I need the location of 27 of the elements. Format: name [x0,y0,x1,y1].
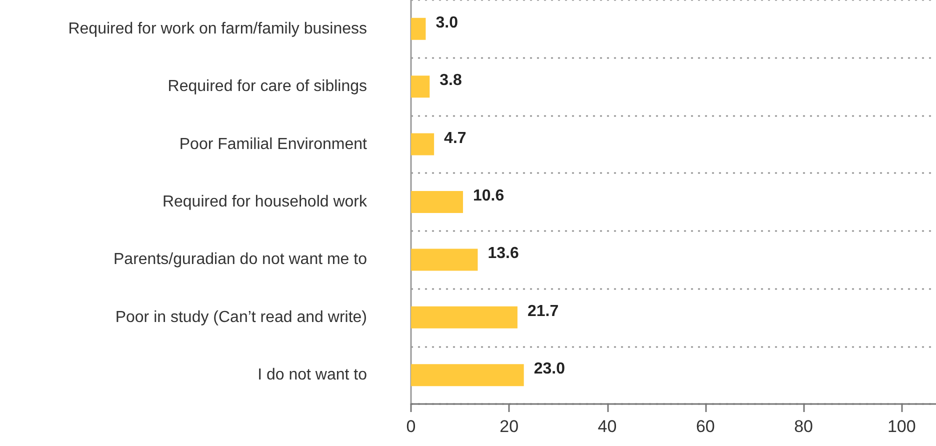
data-label: 4.7 [444,130,466,147]
bar [411,306,518,328]
y-tick-label: Poor in study (Can’t read and write) [115,308,367,326]
bar [411,18,426,40]
x-tick-label: 80 [794,417,813,436]
data-label: 3.0 [436,14,458,32]
x-tick-label: 40 [598,417,617,436]
x-tick-label: 60 [696,417,715,436]
y-tick-label: Required for work on farm/family business [68,20,367,38]
y-tick-label: Parents/guradian do not want me to [114,251,368,268]
y-tick-label: Poor Familial Environment [179,136,368,153]
bar [411,364,524,386]
y-tick-label: Required for household work [162,194,368,210]
data-label: 10.6 [473,188,504,204]
y-tick-label: Required for care of siblings [168,78,367,96]
x-tick-label: 20 [500,417,519,436]
bar [411,133,434,156]
x-tick-label: 100 [887,417,916,436]
x-tick-label: 0 [406,417,416,436]
bar [411,76,430,98]
bar [411,191,464,213]
y-tick-label: I do not want to [258,366,368,384]
data-label: 23.0 [534,360,566,378]
data-label: 3.8 [440,72,462,90]
data-label: 13.6 [488,245,519,262]
data-label: 21.7 [527,302,559,320]
bar [411,248,478,271]
